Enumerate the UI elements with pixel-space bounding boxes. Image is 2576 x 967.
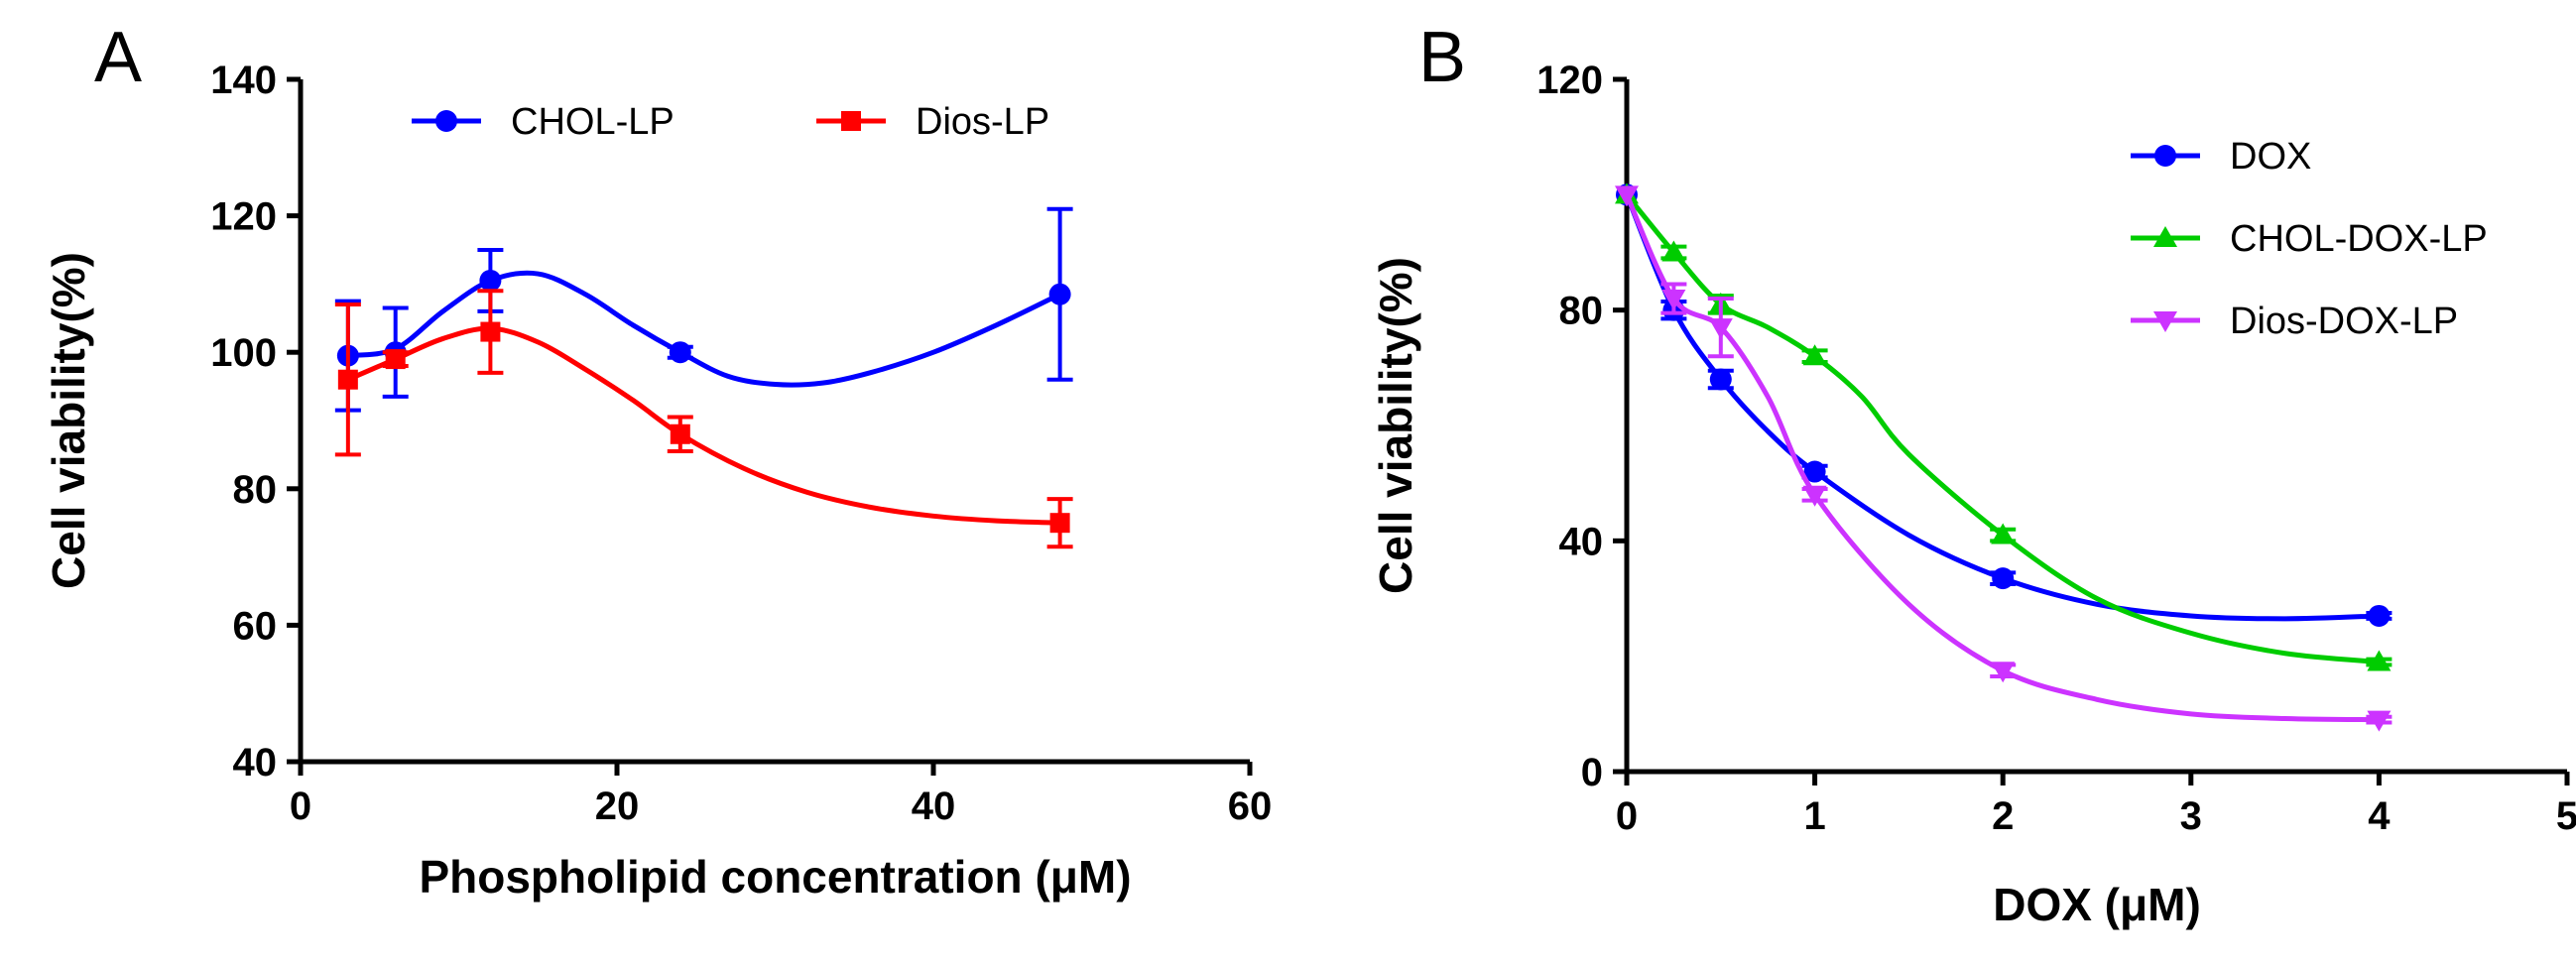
chart-a-y-axis-title: Cell viability(%) — [43, 252, 94, 589]
chart-b-x-axis-title: DOX (μM) — [1993, 879, 2201, 930]
chart-b-legend-dox: DOX — [2131, 136, 2311, 178]
chart-a-legend-marker-dios-lp — [841, 111, 861, 131]
chart-b-series-dox-point-2 — [1709, 368, 1732, 391]
chart-b-series-chol-dox-lp-line — [1625, 192, 2380, 665]
chart-a-y-tick-label-60: 60 — [233, 604, 278, 648]
chart-b-legend-chol-dox-lp: CHOL-DOX-LP — [2131, 218, 2488, 260]
panel-letter-b: B — [1418, 18, 1466, 97]
chart-b-legend-label-dios-dox-lp: Dios-DOX-LP — [2230, 301, 2458, 342]
chart-b-series-dios-dox-lp-point-3 — [1802, 485, 1827, 507]
chart-a-series-dios-lp-point-2 — [480, 321, 501, 342]
chart-b-series-dios-dox-lp — [1615, 185, 2392, 732]
chart-b-legend-dios-dox-lp: Dios-DOX-LP — [2131, 301, 2458, 342]
chart-a-y-tick-label-140: 140 — [210, 59, 277, 102]
chart-b-x-tick-label-0: 0 — [1616, 794, 1638, 838]
chart-a-x-tick-label-20: 20 — [595, 785, 640, 828]
chart-b-series-chol-dox-lp-point-4 — [1991, 523, 2016, 544]
chart-b-series-dios-dox-lp-point-4 — [1991, 662, 2016, 683]
chart-b-series-dox-point-3 — [1803, 460, 1826, 483]
chart-b-legend-label-chol-dox-lp: CHOL-DOX-LP — [2230, 218, 2488, 260]
chart-a-legend-dios-lp: Dios-LP — [816, 101, 1049, 143]
chart-b-x-tick-label-4: 4 — [2368, 794, 2391, 838]
chart-a-series-dios-lp-point-1 — [385, 349, 406, 370]
chart-b-series-chol-dox-lp-point-3 — [1802, 344, 1827, 366]
chart-a-series-chol-lp-line — [347, 270, 1061, 388]
chart-b-legend-marker-dios-dox-lp — [2153, 311, 2177, 332]
chart-a-series-chol-lp-point-2 — [479, 269, 502, 292]
chart-a-series-dios-lp-point-4 — [1049, 513, 1070, 534]
chart-a-y-tick-label-40: 40 — [233, 741, 278, 785]
chart-a-y-tick-label-100: 100 — [210, 331, 277, 375]
chart-a-x-axis-title: Phospholipid concentration (μM) — [419, 851, 1131, 903]
chart-b-series-chol-dox-lp-point-1 — [1661, 240, 1686, 262]
chart-a-y-tick-label-120: 120 — [210, 195, 277, 239]
chart-b-legend-marker-dox — [2154, 145, 2176, 167]
chart-b-y-tick-label-0: 0 — [1581, 751, 1603, 794]
chart-b: 0 40 80 120 0 1 2 3 4 5 DOX (μM) Cell viability(%) D… — [1370, 59, 2576, 930]
chart-b-series-dios-dox-lp-point-5 — [2367, 710, 2392, 732]
chart-b-series-dios-dox-lp-line — [1624, 193, 2380, 723]
chart-b-x-tick-label-3: 3 — [2180, 794, 2202, 838]
chart-b-legend-label-dox: DOX — [2230, 136, 2311, 178]
chart-b-series-dios-dox-lp-point-2 — [1708, 318, 1733, 340]
chart-a-legend-label-chol-lp: CHOL-LP — [511, 101, 675, 143]
chart-a-legend-chol-lp: CHOL-LP — [412, 101, 675, 143]
chart-b-y-axis-title: Cell viability(%) — [1370, 257, 1421, 594]
chart-b-y-tick-label-120: 120 — [1536, 59, 1603, 102]
chart-b-y-tick-label-80: 80 — [1559, 290, 1604, 333]
chart-b-x-tick-label-5: 5 — [2556, 794, 2576, 838]
chart-a-legend-marker-chol-lp — [435, 110, 457, 132]
chart-a-series-dios-lp-point-0 — [337, 369, 358, 390]
chart-a-series-chol-lp — [334, 206, 1073, 413]
chart-b-series-dios-dox-lp-point-1 — [1661, 290, 1686, 311]
chart-b-x-tick-label-1: 1 — [1803, 794, 1825, 838]
chart-b-legend-marker-chol-dox-lp — [2153, 226, 2177, 247]
chart-a-series-chol-lp-point-3 — [669, 341, 691, 364]
chart-a-x-tick-label-60: 60 — [1228, 785, 1273, 828]
chart-a-x-tick-label-0: 0 — [290, 785, 311, 828]
chart-a-series-dios-lp — [334, 289, 1073, 549]
chart-a-y-tick-label-80: 80 — [233, 468, 278, 512]
chart-b-series-dox-line — [1624, 193, 2380, 622]
chart-a-series-chol-lp-point-4 — [1048, 283, 1071, 305]
chart-b-y-tick-label-40: 40 — [1559, 520, 1604, 563]
chart-b-series-chol-dox-lp-point-5 — [2367, 650, 2392, 671]
chart-a-series-dios-lp-line — [346, 325, 1060, 526]
chart-b-x-tick-label-2: 2 — [1992, 794, 2014, 838]
chart-a: 40 60 80 100 120 140 0 20 40 60 Phospholipid conce… — [43, 59, 1272, 903]
chart-a-series-dios-lp-point-3 — [670, 423, 690, 444]
chart-b-series-dox-point-4 — [1992, 567, 2015, 590]
chart-b-series-dox-point-5 — [2368, 604, 2391, 627]
chart-b-series-dios-dox-lp-point-0 — [1615, 185, 1639, 207]
chart-a-legend-label-dios-lp: Dios-LP — [916, 101, 1049, 143]
chart-a-x-tick-label-40: 40 — [912, 785, 956, 828]
panel-letter-a: A — [94, 18, 142, 97]
